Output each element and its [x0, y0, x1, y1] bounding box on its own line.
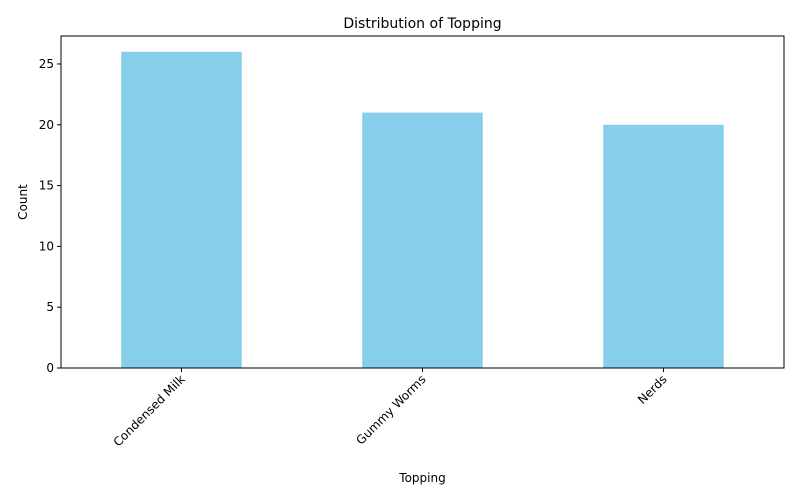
chart-title: Distribution of Topping	[343, 16, 501, 32]
bar-0	[121, 51, 242, 369]
y-tick-label-0: 0	[46, 361, 54, 375]
y-tick-label-2: 10	[39, 239, 54, 253]
bar-1	[362, 112, 483, 368]
x-axis-label: Topping	[398, 471, 445, 485]
y-axis-label: Count	[16, 184, 30, 220]
y-tick-label-3: 15	[39, 179, 54, 193]
bars-group	[121, 51, 724, 369]
y-tick-label-1: 5	[46, 300, 54, 314]
y-tick-label-5: 25	[39, 57, 54, 71]
y-axis-ticks: 0 5 10 15 20 25	[39, 57, 61, 375]
y-tick-label-4: 20	[39, 118, 54, 132]
plot-frame	[60, 35, 785, 369]
bar-2	[603, 124, 724, 369]
